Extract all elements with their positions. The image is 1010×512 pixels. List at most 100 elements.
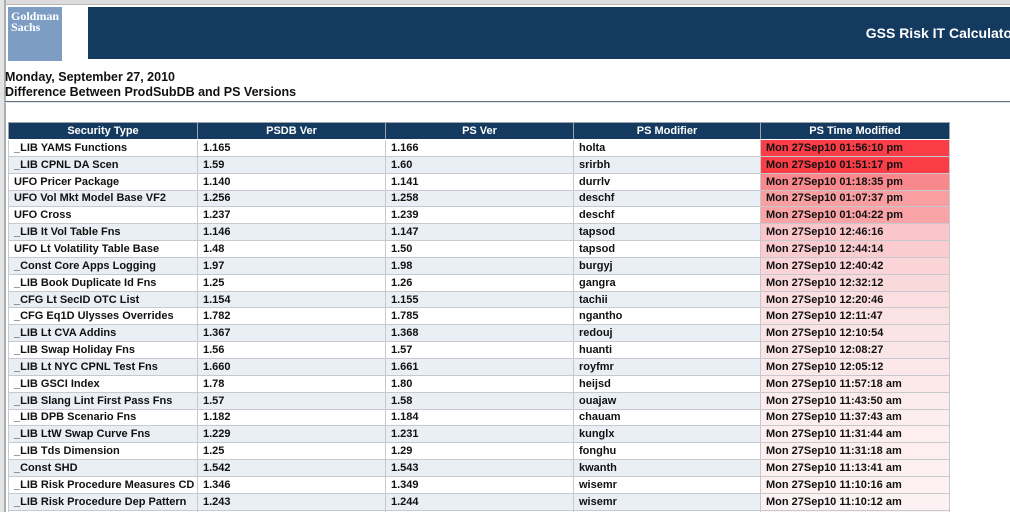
- psdb-ver-cell: 1.237: [197, 206, 386, 225]
- column-header-psdb-ver: PSDB Ver: [197, 122, 386, 140]
- ps-time-modified-cell: Mon 27Sep10 12:11:47: [760, 307, 950, 326]
- table-row: _LIB DPB Scenario Fns 1.182 1.184 chauam Mon…: [8, 408, 950, 427]
- table-row: _LIB LtW Swap Curve Fns 1.229 1.231 kunglx M…: [8, 425, 950, 444]
- table-row: UFO Pricer Package 1.140 1.141 durrlv Mon 27…: [8, 172, 950, 191]
- security-type-cell: UFO Cross: [8, 206, 198, 225]
- ps-modifier-cell: deschf: [573, 206, 761, 225]
- table-row: _LIB YAMS Functions 1.165 1.166 holta Mon 27…: [8, 139, 950, 157]
- ps-ver-cell: 1.239: [385, 206, 574, 225]
- ps-modifier-cell: tachii: [573, 290, 761, 309]
- security-type-cell: _LIB Lt NYC CPNL Test Fns: [8, 357, 198, 376]
- table-row: _CFG Lt SecID OTC List 1.154 1.155 tachii Mo…: [8, 290, 950, 309]
- version-table-body: _LIB YAMS Functions 1.165 1.166 holta Mon 27…: [8, 139, 950, 512]
- column-header-ps-ver: PS Ver: [385, 122, 574, 140]
- psdb-ver-cell: 1.229: [197, 425, 386, 444]
- security-type-cell: UFO Lt Volatility Table Base: [8, 240, 198, 258]
- psdb-ver-cell: 1.660: [197, 357, 386, 376]
- ps-time-modified-cell: Mon 27Sep10 11:43:50 am: [760, 391, 950, 410]
- ps-time-modified-cell: Mon 27Sep10 11:31:44 am: [760, 425, 950, 444]
- psdb-ver-cell: 1.542: [197, 459, 386, 477]
- ps-time-modified-cell: Mon 27Sep10 12:46:16: [760, 223, 950, 242]
- security-type-cell: _LIB Tds Dimension: [8, 442, 198, 461]
- ps-ver-cell: 1.29: [385, 442, 574, 461]
- ps-ver-cell: 1.141: [385, 172, 574, 191]
- ps-ver-cell: 1.231: [385, 425, 574, 444]
- table-row: _LIB It Vol Table Fns 1.146 1.147 tapsod Mon…: [8, 223, 950, 242]
- table-row: UFO Vol Mkt Model Base VF2 1.256 1.258 desc…: [8, 189, 950, 208]
- ps-time-modified-cell: Mon 27Sep10 11:10:16 am: [760, 475, 950, 494]
- psdb-ver-cell: 1.140: [197, 172, 386, 191]
- security-type-cell: _LIB Risk Procedure Dep Pattern: [8, 492, 198, 511]
- column-header-security-type: Security Type: [8, 122, 198, 140]
- psdb-ver-cell: 1.56: [197, 341, 386, 359]
- ps-modifier-cell: holta: [573, 139, 761, 157]
- goldman-sachs-logo: Goldman Sachs: [8, 7, 62, 61]
- security-type-cell: _LIB YAMS Functions: [8, 139, 198, 157]
- ps-ver-cell: 1.785: [385, 307, 574, 326]
- psdb-ver-cell: 1.154: [197, 290, 386, 309]
- ps-modifier-cell: srirbh: [573, 155, 761, 174]
- ps-ver-cell: 1.184: [385, 408, 574, 427]
- ps-ver-cell: 1.58: [385, 391, 574, 410]
- ps-modifier-cell: fonghu: [573, 442, 761, 461]
- security-type-cell: _LIB LtW Swap Curve Fns: [8, 425, 198, 444]
- ps-ver-cell: 1.98: [385, 256, 574, 275]
- security-type-cell: _LIB Risk Procedure Measures CD: [8, 475, 198, 494]
- ps-time-modified-cell: Mon 27Sep10 12:32:12: [760, 273, 950, 292]
- column-header-ps-time-modified: PS Time Modified: [760, 122, 950, 140]
- logo-line2: Sachs: [11, 20, 41, 34]
- table-row: _LIB Risk Procedure Measures CD 1.346 1.34…: [8, 475, 950, 494]
- ps-ver-cell: 1.368: [385, 324, 574, 343]
- psdb-ver-cell: 1.782: [197, 307, 386, 326]
- ps-time-modified-cell: Mon 27Sep10 01:07:37 pm: [760, 189, 950, 208]
- ps-modifier-cell: royfmr: [573, 357, 761, 376]
- ps-time-modified-cell: Mon 27Sep10 12:08:27: [760, 341, 950, 359]
- ps-modifier-cell: chauam: [573, 408, 761, 427]
- security-type-cell: _LIB Slang Lint First Pass Fns: [8, 391, 198, 410]
- security-type-cell: _LIB DPB Scenario Fns: [8, 408, 198, 427]
- ps-ver-cell: 1.166: [385, 139, 574, 157]
- ps-modifier-cell: deschf: [573, 189, 761, 208]
- window-chrome-left: [0, 0, 6, 512]
- ps-modifier-cell: redouj: [573, 324, 761, 343]
- psdb-ver-cell: 1.146: [197, 223, 386, 242]
- psdb-ver-cell: 1.78: [197, 374, 386, 393]
- ps-time-modified-cell: Mon 27Sep10 11:37:43 am: [760, 408, 950, 427]
- ps-time-modified-cell: Mon 27Sep10 11:10:12 am: [760, 492, 950, 511]
- ps-time-modified-cell: Mon 27Sep10 01:04:22 pm: [760, 206, 950, 225]
- security-type-cell: _Const Core Apps Logging: [8, 256, 198, 275]
- security-type-cell: _LIB Book Duplicate Id Fns: [8, 273, 198, 292]
- psdb-ver-cell: 1.25: [197, 442, 386, 461]
- app-title: GSS Risk IT Calculato: [865, 25, 1010, 41]
- ps-time-modified-cell: Mon 27Sep10 12:10:54: [760, 324, 950, 343]
- ps-ver-cell: 1.349: [385, 475, 574, 494]
- ps-ver-cell: 1.26: [385, 273, 574, 292]
- security-type-cell: _Const SHD: [8, 459, 198, 477]
- ps-modifier-cell: tapsod: [573, 240, 761, 258]
- ps-time-modified-cell: Mon 27Sep10 12:20:46: [760, 290, 950, 309]
- table-row: _Const Core Apps Logging 1.97 1.98 burgyj Mo…: [8, 256, 950, 275]
- psdb-ver-cell: 1.57: [197, 391, 386, 410]
- security-type-cell: _CFG Eq1D Ulysses Overrides: [8, 307, 198, 326]
- psdb-ver-cell: 1.243: [197, 492, 386, 511]
- table-row: _LIB GSCI Index 1.78 1.80 heijsd Mon 27Sep10…: [8, 374, 950, 393]
- page-title: Difference Between ProdSubDB and PS Vers…: [5, 85, 297, 99]
- table-row: _Const SHD 1.542 1.543 kwanth Mon 27Sep10 11…: [8, 459, 950, 477]
- table-row: _LIB Tds Dimension 1.25 1.29 fonghu Mon 27Se…: [8, 442, 950, 461]
- ps-ver-cell: 1.147: [385, 223, 574, 242]
- ps-ver-cell: 1.258: [385, 189, 574, 208]
- ps-modifier-cell: gangra: [573, 273, 761, 292]
- version-diff-table-wrap: Security Type PSDB Ver PS Ver PS Modifie…: [8, 122, 950, 512]
- column-header-ps-modifier: PS Modifier: [573, 122, 761, 140]
- ps-modifier-cell: wisemr: [573, 492, 761, 511]
- logo-line1: Goldman: [11, 9, 60, 23]
- table-row: _LIB Lt NYC CPNL Test Fns 1.660 1.661 royfm…: [8, 357, 950, 376]
- ps-modifier-cell: heijsd: [573, 374, 761, 393]
- psdb-ver-cell: 1.367: [197, 324, 386, 343]
- ps-modifier-cell: ngantho: [573, 307, 761, 326]
- psdb-ver-cell: 1.182: [197, 408, 386, 427]
- table-row: _LIB Swap Holiday Fns 1.56 1.57 huanti Mon 2…: [8, 341, 950, 359]
- ps-modifier-cell: kwanth: [573, 459, 761, 477]
- security-type-cell: UFO Vol Mkt Model Base VF2: [8, 189, 198, 208]
- table-row: _LIB Risk Procedure Dep Pattern 1.243 1.24…: [8, 492, 950, 511]
